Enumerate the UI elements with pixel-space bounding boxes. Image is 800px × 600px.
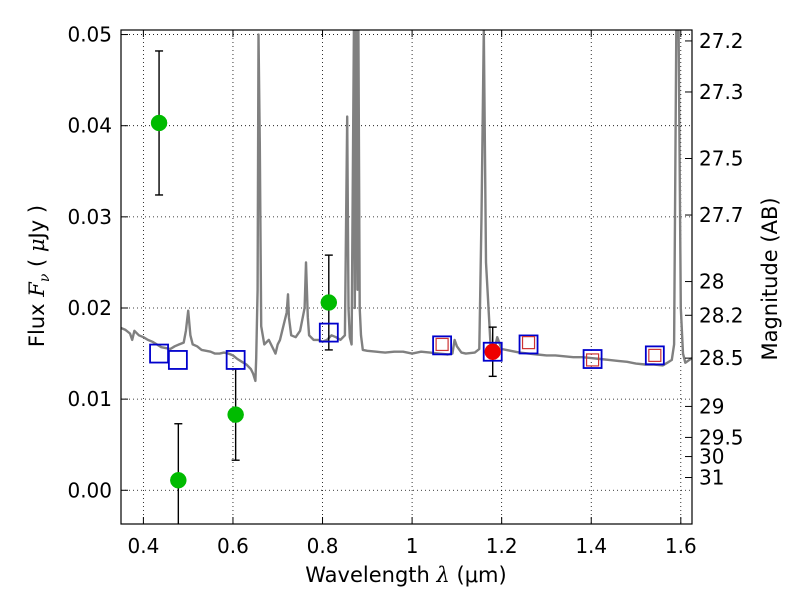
hst-detection-point [150, 114, 168, 132]
model-photometry-square [482, 341, 503, 362]
spectrum-layer [121, 30, 692, 383]
magnitude-tick-label: 27.3 [699, 80, 744, 104]
x-tick-label: 1.2 [486, 534, 518, 558]
model-photometry-square [582, 349, 603, 369]
plot-frame [120, 29, 693, 525]
x-axis-label: Wavelength λ (μm) [305, 563, 506, 587]
y-axis-ticks: 0.00 0.01 0.02 0.03 0.04 0.05 [67, 23, 128, 502]
magnitude-tick-label: 30 [699, 445, 724, 469]
model-photometry-square [518, 334, 539, 355]
x-tick-label: 1.6 [665, 534, 697, 558]
interpolated-photometry-square [585, 353, 600, 367]
magnitude-tick-label: 28.5 [699, 346, 744, 370]
magnitude-tick-label: 27.2 [699, 29, 744, 53]
y-axis-label: Flux Fν ( μJy ) [25, 205, 53, 347]
interpolated-photometry-square [648, 348, 662, 362]
magnitude-tick-label: 29 [699, 394, 724, 418]
y-tick-label: 0.04 [67, 114, 112, 138]
magnitude-tick-label: 28.2 [699, 303, 744, 327]
plot-area [121, 30, 692, 524]
magnitude-tick-label: 29.5 [699, 425, 744, 449]
x-tick-label: 0.8 [307, 534, 339, 558]
model-photometry-square [318, 322, 339, 343]
magnitude-tick-label: 28 [699, 270, 724, 294]
model-photometry-square [167, 350, 188, 370]
y-tick-label: 0.00 [67, 478, 112, 502]
x-tick-label: 1.4 [575, 534, 607, 558]
magnitude-tick-label: 27.5 [699, 147, 744, 171]
model-photometry-square [644, 345, 665, 366]
x-tick-label: 0.4 [127, 534, 159, 558]
hst-detection-point [320, 294, 338, 311]
grid-lines [121, 30, 692, 524]
model-spectrum-line [121, 30, 692, 383]
y-tick-label: 0.03 [67, 205, 112, 229]
x-tick-label: 0.6 [217, 534, 249, 558]
hst-detection-point [170, 472, 187, 489]
x-tick-label: 1 [406, 534, 419, 558]
errorbar-layer [155, 50, 497, 524]
y-tick-label: 0.02 [67, 296, 112, 320]
marker-layer [149, 114, 665, 489]
x-axis-ticks: 0.4 0.6 0.8 1 1.2 1.4 1.6 [127, 30, 697, 558]
interpolated-photometry-square [435, 337, 449, 352]
magnitude-axis-label: Magnitude (AB) [758, 197, 782, 360]
hst-detection-point [227, 406, 244, 423]
magnitude-tick-label: 31 [699, 466, 724, 490]
interpolated-photometry-square [521, 336, 536, 350]
model-photometry-square [225, 350, 246, 370]
ir-detection-point [484, 343, 501, 360]
model-photometry-square [432, 335, 453, 356]
y-tick-label: 0.05 [67, 23, 112, 47]
magnitude-tick-label: 27.7 [699, 203, 744, 227]
y-tick-label: 0.01 [67, 387, 112, 411]
